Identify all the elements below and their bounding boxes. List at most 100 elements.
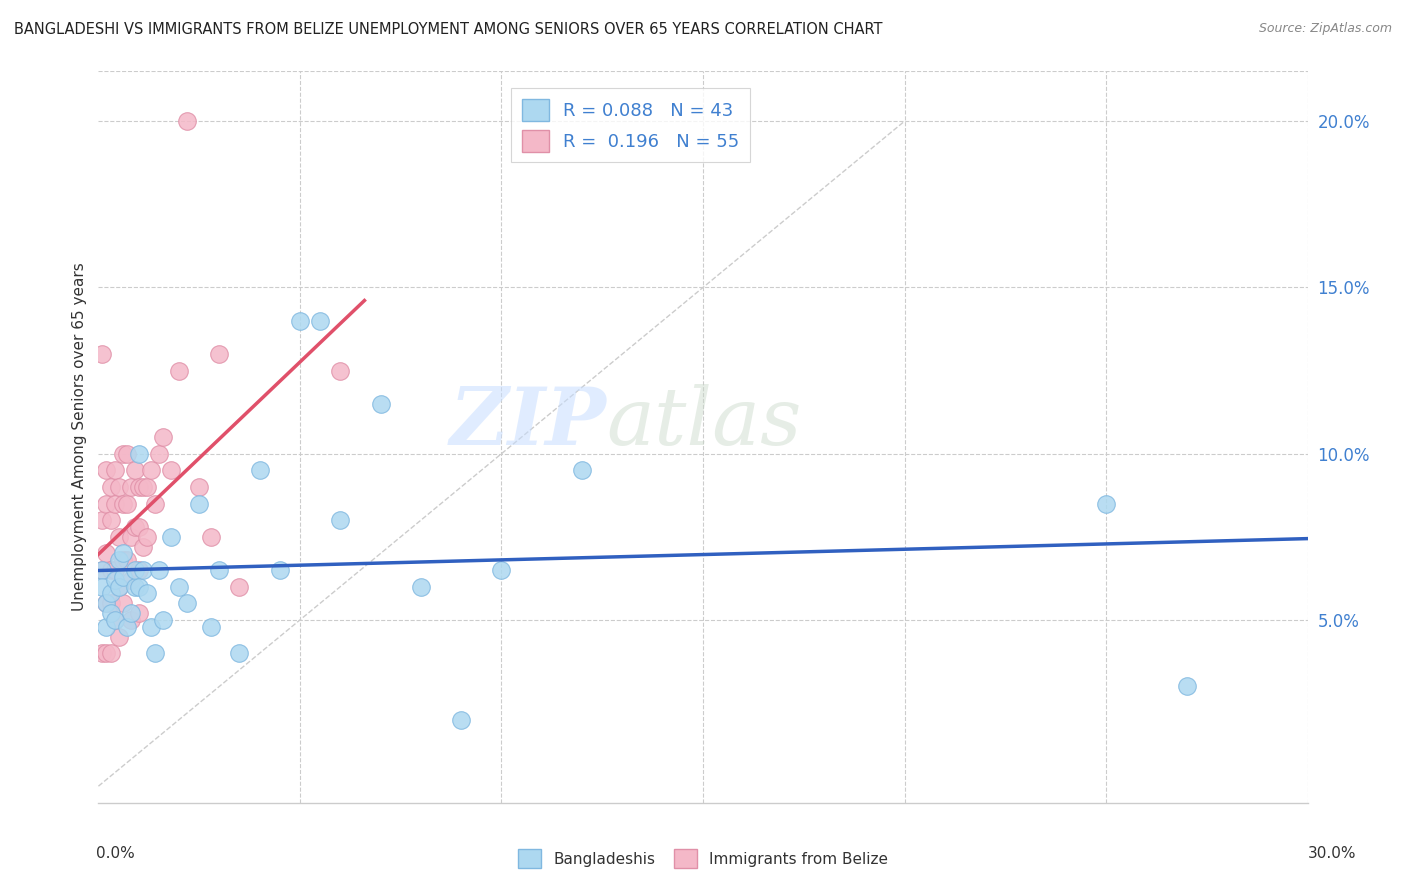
Point	[115, 447, 138, 461]
Point	[152, 613, 174, 627]
Point	[107, 580, 129, 594]
Point	[100, 607, 122, 621]
Point	[135, 586, 157, 600]
Point	[100, 480, 122, 494]
Point	[96, 619, 118, 633]
Point	[120, 613, 142, 627]
Point	[208, 563, 231, 577]
Point	[103, 563, 125, 577]
Text: 30.0%: 30.0%	[1309, 846, 1357, 861]
Y-axis label: Unemployment Among Seniors over 65 years: Unemployment Among Seniors over 65 years	[72, 263, 87, 611]
Point	[167, 580, 190, 594]
Point	[208, 347, 231, 361]
Point	[1175, 680, 1198, 694]
Point	[135, 480, 157, 494]
Point	[120, 530, 142, 544]
Point	[103, 463, 125, 477]
Point	[128, 447, 150, 461]
Point	[111, 553, 134, 567]
Point	[228, 580, 250, 594]
Point	[167, 363, 190, 377]
Point	[200, 619, 222, 633]
Point	[107, 630, 129, 644]
Point	[107, 580, 129, 594]
Point	[176, 114, 198, 128]
Point	[132, 563, 155, 577]
Point	[91, 563, 114, 577]
Text: 0.0%: 0.0%	[96, 846, 135, 861]
Point	[91, 513, 114, 527]
Point	[100, 596, 122, 610]
Point	[160, 463, 183, 477]
Point	[132, 480, 155, 494]
Point	[103, 573, 125, 587]
Point	[128, 563, 150, 577]
Point	[96, 463, 118, 477]
Point	[176, 596, 198, 610]
Point	[96, 596, 118, 610]
Point	[571, 463, 593, 477]
Point	[96, 546, 118, 560]
Point	[139, 463, 162, 477]
Point	[111, 596, 134, 610]
Point	[329, 363, 352, 377]
Point	[200, 530, 222, 544]
Point	[135, 530, 157, 544]
Point	[148, 447, 170, 461]
Point	[96, 596, 118, 610]
Point	[115, 619, 138, 633]
Text: BANGLADESHI VS IMMIGRANTS FROM BELIZE UNEMPLOYMENT AMONG SENIORS OVER 65 YEARS C: BANGLADESHI VS IMMIGRANTS FROM BELIZE UN…	[14, 22, 883, 37]
Point	[100, 563, 122, 577]
Legend: R = 0.088   N = 43, R =  0.196   N = 55: R = 0.088 N = 43, R = 0.196 N = 55	[510, 87, 751, 162]
Text: ZIP: ZIP	[450, 384, 606, 461]
Point	[152, 430, 174, 444]
Point	[148, 563, 170, 577]
Point	[100, 586, 122, 600]
Point	[111, 497, 134, 511]
Point	[103, 613, 125, 627]
Point	[132, 540, 155, 554]
Point	[107, 480, 129, 494]
Point	[120, 573, 142, 587]
Point	[370, 397, 392, 411]
Point	[115, 497, 138, 511]
Point	[139, 619, 162, 633]
Point	[188, 480, 211, 494]
Point	[143, 497, 166, 511]
Point	[91, 563, 114, 577]
Point	[160, 530, 183, 544]
Point	[107, 530, 129, 544]
Point	[96, 646, 118, 660]
Point	[329, 513, 352, 527]
Point	[450, 713, 472, 727]
Point	[124, 463, 146, 477]
Point	[124, 563, 146, 577]
Point	[228, 646, 250, 660]
Point	[96, 497, 118, 511]
Point	[128, 520, 150, 534]
Point	[309, 314, 332, 328]
Point	[120, 607, 142, 621]
Point	[143, 646, 166, 660]
Point	[124, 520, 146, 534]
Point	[103, 497, 125, 511]
Point	[188, 497, 211, 511]
Point	[120, 480, 142, 494]
Point	[111, 546, 134, 560]
Point	[288, 314, 311, 328]
Point	[111, 447, 134, 461]
Point	[124, 580, 146, 594]
Point	[128, 580, 150, 594]
Point	[100, 646, 122, 660]
Point	[491, 563, 513, 577]
Legend: Bangladeshis, Immigrants from Belize: Bangladeshis, Immigrants from Belize	[510, 841, 896, 875]
Point	[249, 463, 271, 477]
Point	[128, 480, 150, 494]
Text: atlas: atlas	[606, 384, 801, 461]
Text: Source: ZipAtlas.com: Source: ZipAtlas.com	[1258, 22, 1392, 36]
Point	[100, 513, 122, 527]
Point	[107, 553, 129, 567]
Point	[91, 646, 114, 660]
Point	[103, 613, 125, 627]
Point	[269, 563, 291, 577]
